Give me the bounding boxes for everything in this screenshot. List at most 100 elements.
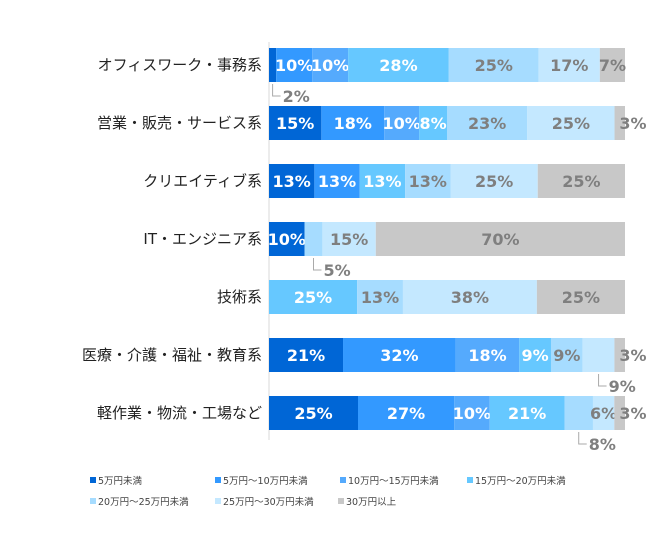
legend: 5万円未満 5万円～10万円未満 10万円～15万円未満 15万円～20万円未満 20万… bbox=[90, 475, 566, 508]
legend-swatch bbox=[467, 477, 473, 483]
bar-segment bbox=[312, 48, 349, 82]
data-label: 13% bbox=[409, 172, 447, 191]
bar-segment bbox=[448, 48, 539, 82]
bar-segment bbox=[384, 106, 420, 140]
bar-segment bbox=[592, 396, 615, 430]
data-label: 9% bbox=[522, 346, 549, 365]
bar-segment bbox=[405, 164, 451, 198]
bar-segment bbox=[614, 106, 625, 140]
bar-segment bbox=[454, 396, 490, 430]
bar-segment bbox=[582, 338, 615, 372]
legend-swatch bbox=[340, 477, 346, 483]
data-label: 13% bbox=[361, 288, 399, 307]
bar-segment bbox=[375, 222, 625, 256]
data-label: 10% bbox=[268, 230, 306, 249]
bar-segment bbox=[419, 106, 447, 140]
bar-segment bbox=[519, 338, 551, 372]
bar-segment bbox=[536, 280, 625, 314]
bar-segment bbox=[599, 48, 625, 82]
data-label: 5% bbox=[324, 261, 351, 280]
data-label: 3% bbox=[619, 346, 646, 365]
data-label: 13% bbox=[363, 172, 401, 191]
legend-label: 5万円未満 bbox=[98, 475, 143, 487]
bar-segment bbox=[276, 48, 313, 82]
bar-segment bbox=[321, 106, 385, 140]
data-label: 23% bbox=[468, 114, 506, 133]
legend-swatch bbox=[90, 477, 96, 483]
data-label: 15% bbox=[276, 114, 314, 133]
callout-line bbox=[578, 432, 587, 445]
data-label: 27% bbox=[387, 404, 425, 423]
legend-label: 15万円～20万円未満 bbox=[475, 475, 566, 487]
callout-line bbox=[313, 258, 322, 271]
bar-segment bbox=[269, 48, 277, 82]
data-label: 8% bbox=[419, 114, 446, 133]
data-label: 6% bbox=[590, 404, 617, 423]
data-label: 9% bbox=[609, 377, 636, 396]
data-label: 70% bbox=[481, 230, 519, 249]
data-label: 25% bbox=[562, 288, 600, 307]
data-label: 25% bbox=[552, 114, 590, 133]
data-label: 10% bbox=[382, 114, 420, 133]
data-label: 18% bbox=[334, 114, 372, 133]
data-label: 13% bbox=[273, 172, 311, 191]
data-label: 25% bbox=[475, 172, 513, 191]
bar-segment bbox=[402, 280, 537, 314]
legend-swatch bbox=[215, 498, 221, 504]
bar-segment bbox=[489, 396, 565, 430]
callout-line bbox=[598, 374, 607, 387]
legend-swatch bbox=[90, 498, 96, 504]
data-label: 13% bbox=[318, 172, 356, 191]
bar-segment bbox=[269, 222, 305, 256]
bar-segment bbox=[314, 164, 360, 198]
bar-segment bbox=[455, 338, 520, 372]
bar-segment bbox=[269, 280, 358, 314]
category-label: 医療・介護・福祉・教育系 bbox=[82, 346, 262, 364]
legend-swatch bbox=[338, 498, 344, 504]
data-label: 3% bbox=[619, 114, 646, 133]
data-label: 8% bbox=[589, 435, 616, 454]
bar-segment bbox=[359, 164, 406, 198]
data-label: 21% bbox=[508, 404, 546, 423]
bar-segment bbox=[269, 164, 315, 198]
data-label: 38% bbox=[451, 288, 489, 307]
data-label: 10% bbox=[453, 404, 491, 423]
bar-segment bbox=[550, 338, 583, 372]
bar-segment bbox=[348, 48, 449, 82]
category-label: 技術系 bbox=[217, 288, 262, 306]
data-label: 2% bbox=[283, 87, 310, 106]
legend-swatch bbox=[215, 477, 221, 483]
bar-segment bbox=[358, 396, 455, 430]
data-label: 17% bbox=[550, 56, 588, 75]
bar-segment bbox=[447, 106, 528, 140]
category-label: オフィスワーク・事務系 bbox=[98, 56, 262, 74]
legend-label: 30万円以上 bbox=[346, 497, 397, 508]
bar-segment bbox=[304, 222, 323, 256]
data-label: 3% bbox=[619, 404, 646, 423]
data-label: 18% bbox=[468, 346, 506, 365]
bar-segment bbox=[322, 222, 376, 256]
category-label: 軽作業・物流・工場など bbox=[97, 404, 262, 422]
legend-label: 20万円～25万円未満 bbox=[98, 496, 189, 508]
bar-segment bbox=[527, 106, 615, 140]
bar-segment bbox=[450, 164, 538, 198]
bar-segment bbox=[537, 164, 625, 198]
data-label: 25% bbox=[475, 56, 513, 75]
legend-label: 5万円～10万円未満 bbox=[223, 475, 308, 487]
data-label: 15% bbox=[330, 230, 368, 249]
data-label: 10% bbox=[275, 56, 313, 75]
category-label: クリエイティブ系 bbox=[143, 172, 262, 190]
category-label: IT・エンジニア系 bbox=[143, 230, 262, 248]
bar-segment bbox=[269, 338, 344, 372]
bar-segment bbox=[269, 396, 358, 430]
bar-segment bbox=[614, 338, 625, 372]
bar-segment bbox=[343, 338, 456, 372]
data-label: 25% bbox=[562, 172, 600, 191]
bar-segment bbox=[614, 396, 625, 430]
data-label: 7% bbox=[599, 56, 626, 75]
data-label: 25% bbox=[294, 404, 332, 423]
data-label: 28% bbox=[379, 56, 417, 75]
category-label: 営業・販売・サービス系 bbox=[97, 114, 262, 132]
data-label: 10% bbox=[311, 56, 349, 75]
